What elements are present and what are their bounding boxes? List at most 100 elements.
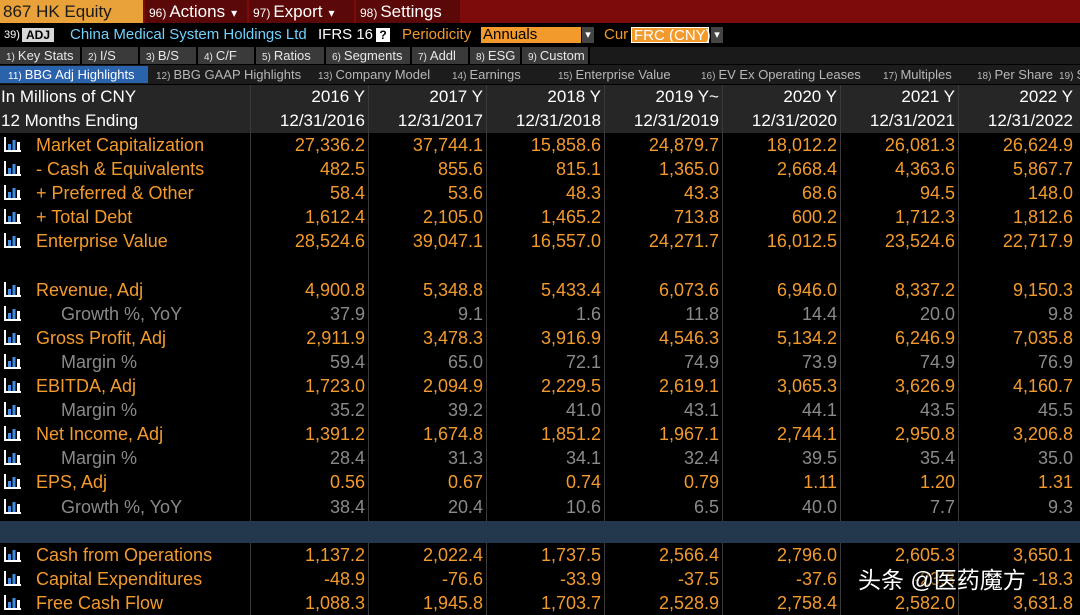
chart-icon[interactable]	[4, 137, 21, 152]
column-divider	[722, 85, 723, 615]
chart-icon[interactable]	[4, 546, 21, 562]
subtab-number: 13)	[318, 71, 333, 82]
chart-icon[interactable]	[4, 594, 21, 610]
cell-value: 22,717.9	[1002, 231, 1073, 252]
chart-icon[interactable]	[4, 209, 21, 225]
cell-value: 5,433.4	[540, 279, 601, 300]
row-label: - Cash & Equivalents	[36, 159, 205, 180]
cell-value: 148.0	[1027, 183, 1073, 204]
tab[interactable]: 8) ESG	[470, 47, 522, 64]
dropdown-arrow: ▾	[711, 27, 723, 43]
subtab[interactable]: 16) EV Ex Operating Leases	[693, 66, 875, 83]
chart-icon[interactable]	[4, 281, 21, 297]
cell-value: 0.74	[565, 472, 601, 493]
cell-value: 72.1	[565, 351, 601, 372]
tab-label: B/S	[157, 48, 179, 63]
chart-icon[interactable]	[4, 353, 21, 369]
menu-button[interactable]: 98) Settings	[356, 0, 460, 23]
chart-icon[interactable]	[4, 570, 21, 586]
chart-icon[interactable]	[4, 474, 21, 490]
tab[interactable]: 2) I/S	[82, 47, 140, 64]
cell-value: 23,524.6	[884, 231, 955, 252]
menu-number: 98)	[360, 6, 378, 20]
subtab-number: 15)	[558, 71, 573, 82]
cell-value: 1.11	[803, 472, 837, 493]
cell-value: 18,012.2	[766, 135, 837, 155]
cell-value: 6,246.9	[894, 327, 955, 348]
cell-value: 600.2	[791, 207, 837, 228]
column-year[interactable]: 2016 Y	[311, 87, 365, 106]
tab[interactable]: 6) Segments	[326, 47, 412, 64]
cell-value: 1,723.0	[304, 376, 365, 396]
tab-label: Segments	[343, 48, 403, 63]
periodicity-select[interactable]: Annuals	[481, 27, 581, 43]
cell-value: 32.4	[683, 448, 719, 469]
chart-icon[interactable]	[4, 402, 21, 418]
menu-button[interactable]: 96) Actions ▾	[145, 0, 247, 23]
subtab[interactable]: 13) Company Model	[310, 66, 444, 83]
subtab[interactable]: 11) BBG Adj Highlights	[0, 66, 148, 83]
subtab[interactable]: 19)Sto	[1051, 66, 1080, 83]
tab[interactable]: 4) C/F	[198, 47, 256, 64]
chart-icon[interactable]	[4, 161, 21, 177]
chart-icon[interactable]	[4, 426, 21, 442]
subtab-number: 14)	[452, 71, 467, 82]
security-box[interactable]: 867 HK Equity	[0, 0, 143, 23]
cell-value: 8,337.2	[894, 279, 955, 300]
menu-button[interactable]: 97) Export ▾	[249, 0, 354, 23]
row-label: Cash from Operations	[36, 544, 213, 565]
cell-value: 20.0	[919, 303, 955, 324]
tab[interactable]: 9) Custom	[522, 47, 590, 64]
tab[interactable]: 5) Ratios	[256, 47, 326, 64]
cell-value: 1,391.2	[304, 424, 365, 445]
tab-number: 8)	[476, 52, 485, 63]
cell-value: 1,674.8	[422, 424, 483, 445]
tab[interactable]: 7) Addl	[412, 47, 470, 64]
chart-icon[interactable]	[4, 233, 21, 249]
cell-value: 2,796.0	[776, 544, 837, 565]
column-year[interactable]: 2021 Y	[901, 87, 955, 106]
tab[interactable]: 3) B/S	[140, 47, 198, 64]
chart-icon[interactable]	[4, 498, 21, 514]
cell-value: 7.7	[929, 496, 955, 517]
subtab[interactable]: 14) Earnings	[444, 66, 550, 83]
subtab[interactable]: 17) Multiples	[875, 66, 969, 83]
chart-icon[interactable]	[4, 185, 21, 201]
cell-value: 482.5	[319, 159, 365, 180]
cell-value: 31.3	[447, 448, 483, 469]
menu-number: 97)	[253, 6, 271, 20]
currency-select[interactable]: FRC (CNY)	[631, 27, 711, 44]
cell-value: -33.9	[559, 568, 601, 589]
column-year[interactable]: 2018 Y	[547, 87, 601, 106]
chart-icon[interactable]	[4, 305, 21, 321]
cell-value: 5,348.8	[422, 279, 483, 300]
cell-value: 15,858.6	[530, 135, 601, 155]
subtab[interactable]: 15) Enterprise Value	[550, 66, 693, 83]
row-label: Free Cash Flow	[36, 592, 164, 613]
chart-icon[interactable]	[4, 378, 21, 393]
row-label: Gross Profit, Adj	[36, 327, 167, 348]
chart-icon[interactable]	[4, 329, 21, 345]
cell-value: 1,945.8	[422, 592, 483, 613]
tab[interactable]: 1) Key Stats	[0, 47, 82, 64]
cell-value: 1,465.2	[540, 207, 601, 228]
column-year[interactable]: 2019 Y~	[655, 87, 719, 106]
column-date: 12/31/2022	[987, 111, 1073, 130]
chart-icon[interactable]	[4, 450, 21, 466]
help-button[interactable]: ?	[376, 28, 390, 42]
column-year[interactable]: 2017 Y	[429, 87, 483, 106]
tab-number: 1)	[6, 52, 15, 63]
column-year[interactable]: 2022 Y	[1019, 87, 1073, 106]
subtab[interactable]: 18) Per Share	[969, 66, 1053, 83]
cell-value: 43.1	[683, 400, 719, 421]
column-year[interactable]: 2020 Y	[783, 87, 837, 106]
subtab-bar	[0, 65, 1080, 84]
cell-value: 2,911.9	[306, 327, 365, 348]
subtab[interactable]: 12) BBG GAAP Highlights	[148, 66, 310, 83]
column-divider	[368, 85, 369, 615]
row-label: Market Capitalization	[36, 135, 205, 155]
cell-value: 713.8	[673, 207, 719, 228]
cell-value: 4,160.7	[1012, 376, 1073, 396]
cell-value: 35.2	[329, 400, 365, 421]
cell-value: 2,582.0	[894, 592, 955, 613]
